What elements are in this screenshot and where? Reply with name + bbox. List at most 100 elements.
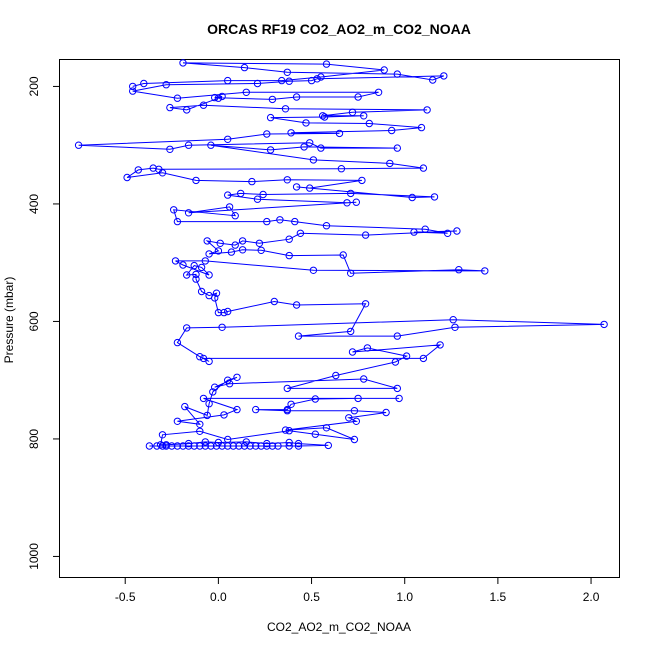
data-point: [348, 348, 357, 356]
data-point: [129, 82, 137, 91]
data-point: [317, 144, 325, 152]
data-point: [395, 394, 403, 403]
data-point: [229, 442, 238, 450]
data-point: [227, 248, 236, 256]
data-point: [183, 324, 191, 332]
data-point: [320, 113, 329, 121]
data-point: [166, 103, 174, 112]
data-point: [263, 130, 271, 138]
data-point: [158, 442, 167, 450]
plot-frame: [59, 59, 620, 578]
data-point: [74, 141, 83, 149]
data-point: [347, 269, 355, 277]
data-point: [225, 203, 234, 211]
data-point: [201, 257, 210, 265]
data-point: [205, 400, 213, 408]
data-point: [201, 438, 210, 446]
data-point: [421, 225, 429, 233]
data-point: [309, 156, 318, 164]
x-tick-label: -0.5: [115, 590, 136, 604]
data-point: [335, 129, 344, 138]
data-point: [190, 261, 198, 270]
data-point: [192, 275, 200, 283]
x-tick-label: 2.0: [583, 590, 600, 604]
data-point: [218, 92, 226, 101]
data-point: [281, 426, 290, 434]
data-point: [252, 405, 260, 414]
data-point: [184, 209, 193, 217]
data-point: [171, 257, 180, 265]
data-point: [231, 212, 239, 220]
data-point: [197, 287, 206, 296]
data-point: [339, 251, 347, 259]
data-point: [600, 320, 608, 329]
data-point: [211, 383, 219, 391]
data-point: [209, 388, 217, 396]
data-point: [283, 384, 291, 393]
data-point: [430, 193, 439, 201]
data-point: [337, 165, 346, 173]
data-point: [347, 189, 355, 198]
data-point: [214, 247, 223, 255]
data-point: [343, 199, 351, 207]
x-tick-label: 1.0: [396, 590, 413, 604]
data-point: [453, 227, 461, 235]
data-point: [345, 414, 353, 422]
x-axis: -0.5 0.0 0.5 1.0 1.5 2.0: [115, 577, 600, 604]
data-point: [235, 442, 243, 450]
data-point: [181, 402, 189, 411]
data-point: [173, 417, 182, 425]
data-point: [170, 206, 178, 214]
data-point: [429, 76, 437, 84]
data-point: [332, 371, 340, 380]
data-point: [294, 442, 303, 450]
data-point: [166, 145, 174, 154]
data-point: [240, 63, 249, 72]
data-point: [162, 81, 170, 89]
x-tick-label: 0.0: [210, 590, 227, 604]
data-point: [173, 442, 182, 450]
data-point: [360, 112, 368, 120]
data-point: [123, 173, 131, 182]
data-point: [322, 60, 331, 68]
data-point: [207, 442, 215, 450]
data-point: [156, 441, 165, 449]
data-point: [224, 135, 232, 144]
data-point: [220, 308, 228, 317]
data-point: [231, 241, 239, 249]
data-point: [278, 76, 286, 85]
x-tick-label: 0.5: [303, 590, 320, 604]
data-point: [423, 106, 431, 114]
data-point: [285, 235, 293, 243]
data-point: [292, 301, 301, 309]
data-point: [199, 354, 208, 363]
data-point: [358, 176, 366, 185]
data-point: [184, 439, 193, 448]
data-point: [322, 424, 331, 432]
data-point: [313, 75, 321, 83]
series-line: [78, 62, 605, 447]
data-point: [292, 93, 301, 101]
data-point: [352, 198, 360, 206]
data-point: [257, 246, 265, 255]
data-point: [192, 176, 200, 185]
data-point: [216, 239, 224, 248]
data-point: [224, 191, 232, 199]
data-point: [306, 184, 314, 192]
data-point: [212, 442, 221, 450]
data-point: [134, 166, 143, 174]
data-point: [205, 271, 213, 279]
data-point: [360, 375, 368, 383]
data-point: [283, 405, 291, 414]
data-point: [253, 79, 262, 88]
data-point: [203, 237, 211, 245]
data-point: [196, 353, 204, 361]
data-point: [266, 146, 275, 154]
data-point: [237, 189, 245, 198]
data-point: [294, 439, 303, 448]
data-point: [196, 442, 204, 450]
data-point: [224, 307, 232, 316]
data-point: [173, 217, 182, 226]
data-point: [149, 164, 157, 172]
